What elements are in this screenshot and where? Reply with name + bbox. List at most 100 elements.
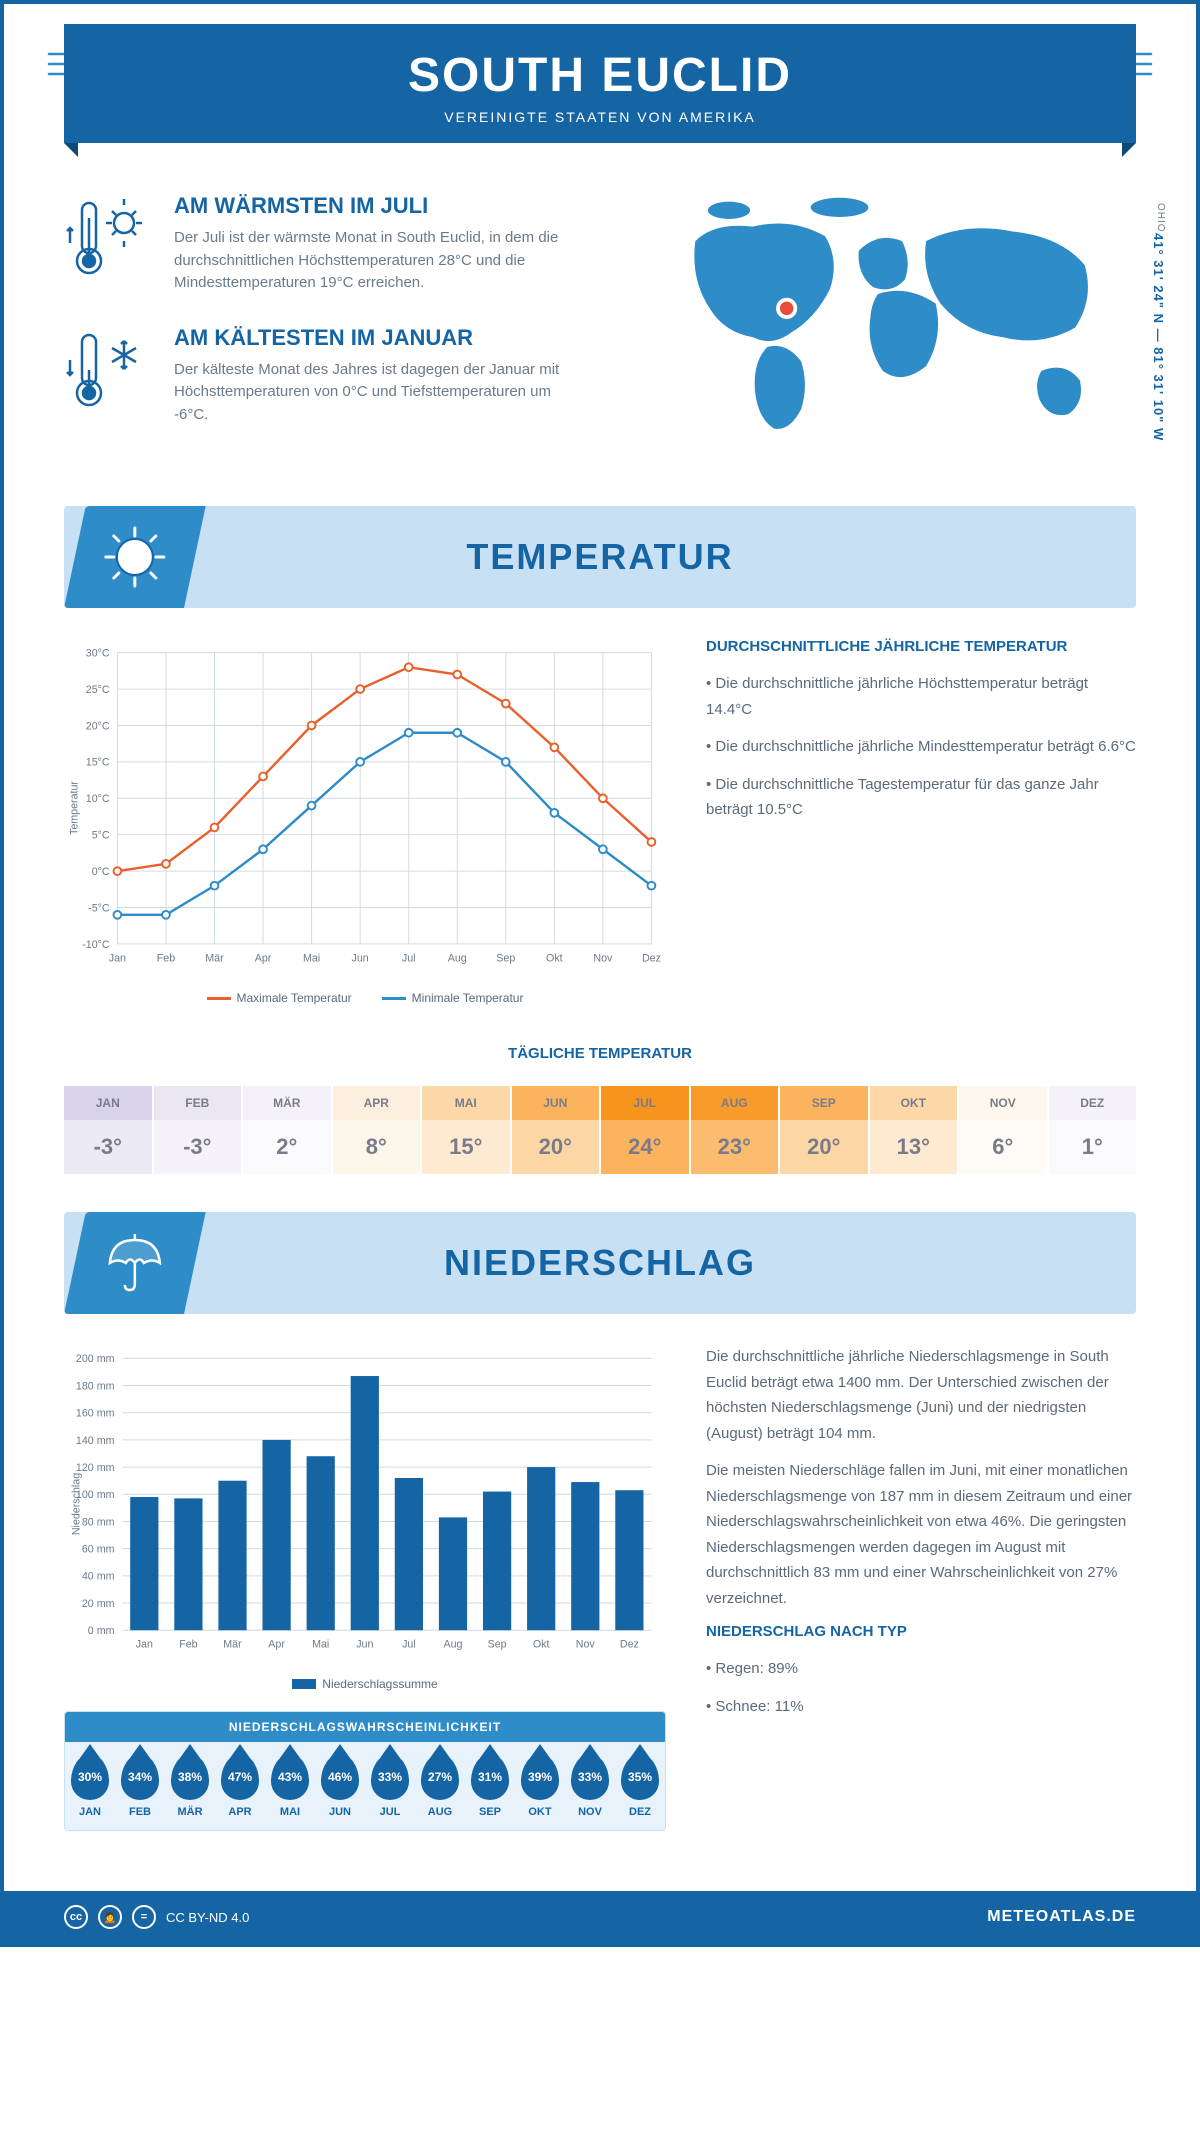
precip-cell: 39%OKT [515, 1742, 565, 1830]
svg-text:Jan: Jan [136, 1639, 153, 1651]
nd-icon: = [132, 1905, 156, 1929]
temp-text-title: DURCHSCHNITTLICHE JÄHRLICHE TEMPERATUR [706, 638, 1136, 655]
precip-cell: 33%NOV [565, 1742, 615, 1830]
svg-text:10°C: 10°C [86, 793, 110, 805]
svg-text:-5°C: -5°C [88, 902, 110, 914]
precip-cell: 47%APR [215, 1742, 265, 1830]
precipitation-text: Die durchschnittliche jährliche Niedersc… [706, 1344, 1136, 1831]
svg-text:Aug: Aug [448, 952, 467, 964]
page-container: SOUTH EUCLID VEREINIGTE STAATEN VON AMER… [0, 0, 1200, 1947]
svg-text:60 mm: 60 mm [82, 1544, 115, 1556]
temp-cell: APR8° [333, 1078, 421, 1182]
precip-snow: Schnee: 11% [706, 1694, 1136, 1720]
footer-site: METEOATLAS.DE [987, 1908, 1136, 1926]
svg-text:20°C: 20°C [86, 720, 110, 732]
svg-text:-10°C: -10°C [82, 939, 110, 951]
fact-cold: AM KÄLTESTEN IM JANUAR Der kälteste Mona… [64, 325, 580, 427]
precip-cell: 27%AUG [415, 1742, 465, 1830]
umbrella-icon [64, 1212, 206, 1314]
fact-warm-text: AM WÄRMSTEN IM JULI Der Juli ist der wär… [174, 193, 580, 295]
license-text: CC BY-ND 4.0 [166, 1910, 249, 1925]
svg-text:140 mm: 140 mm [76, 1435, 115, 1447]
thermometer-snow-icon [64, 325, 154, 415]
svg-text:Apr: Apr [268, 1639, 285, 1651]
precip-prob-title: NIEDERSCHLAGSWAHRSCHEINLICHKEIT [65, 1712, 665, 1742]
footer-license: cc 🙍 = CC BY-ND 4.0 [64, 1905, 249, 1929]
temperature-text: DURCHSCHNITTLICHE JÄHRLICHE TEMPERATUR D… [706, 638, 1136, 1005]
temp-cell: FEB-3° [154, 1078, 242, 1182]
svg-text:Mär: Mär [205, 952, 224, 964]
svg-text:Nov: Nov [593, 952, 613, 964]
svg-text:160 mm: 160 mm [76, 1408, 115, 1420]
svg-text:Jun: Jun [352, 952, 369, 964]
fact-warm-body: Der Juli ist der wärmste Monat in South … [174, 227, 580, 295]
temp-cell: DEZ1° [1049, 1078, 1137, 1182]
temp-bullets: Die durchschnittliche jährliche Höchstte… [706, 671, 1136, 823]
precip-cell: 30%JAN [65, 1742, 115, 1830]
intro-facts: AM WÄRMSTEN IM JULI Der Juli ist der wär… [64, 193, 580, 456]
temperature-chart: -10°C-5°C0°C5°C10°C15°C20°C25°C30°CJanFe… [64, 638, 666, 1005]
svg-text:40 mm: 40 mm [82, 1571, 115, 1583]
svg-text:Temperatur: Temperatur [69, 781, 81, 835]
daily-temp-cells: JAN-3°FEB-3°MÄR2°APR8°MAI15°JUN20°JUL24°… [64, 1078, 1136, 1182]
svg-text:20 mm: 20 mm [82, 1598, 115, 1610]
temp-cell: AUG23° [691, 1078, 779, 1182]
temp-cell: SEP20° [780, 1078, 868, 1182]
svg-text:Mai: Mai [312, 1639, 329, 1651]
world-map [620, 193, 1136, 443]
svg-text:Mär: Mär [223, 1639, 242, 1651]
precipitation-chart: 0 mm20 mm40 mm60 mm80 mm100 mm120 mm140 … [64, 1344, 666, 1831]
legend-min: Minimale Temperatur [382, 991, 524, 1005]
coordinates: 41° 31' 24" N — 81° 31' 10" W [1151, 233, 1166, 441]
temp-cell: MÄR2° [243, 1078, 331, 1182]
svg-text:180 mm: 180 mm [76, 1380, 115, 1392]
daily-temp-table: TÄGLICHE TEMPERATUR JAN-3°FEB-3°MÄR2°APR… [64, 1045, 1136, 1182]
header-banner: SOUTH EUCLID VEREINIGTE STAATEN VON AMER… [64, 24, 1136, 143]
svg-text:80 mm: 80 mm [82, 1516, 115, 1528]
city-name: SOUTH EUCLID [64, 48, 1136, 103]
by-icon: 🙍 [98, 1905, 122, 1929]
precip-cell: 35%DEZ [615, 1742, 665, 1830]
svg-text:Niederschlag: Niederschlag [71, 1473, 83, 1535]
temperature-header: TEMPERATUR [64, 506, 1136, 608]
fact-cold-text: AM KÄLTESTEN IM JANUAR Der kälteste Mona… [174, 325, 580, 427]
svg-text:Jul: Jul [402, 952, 416, 964]
precip-cell: 43%MAI [265, 1742, 315, 1830]
svg-text:Okt: Okt [546, 952, 563, 964]
svg-text:25°C: 25°C [86, 684, 110, 696]
svg-text:Dez: Dez [642, 952, 661, 964]
svg-text:Sep: Sep [488, 1639, 507, 1651]
temperature-title: TEMPERATUR [64, 536, 1136, 578]
temperature-content: -10°C-5°C0°C5°C10°C15°C20°C25°C30°CJanFe… [4, 608, 1196, 1035]
precip-cell: 38%MÄR [165, 1742, 215, 1830]
precip-type-list: Regen: 89% Schnee: 11% [706, 1656, 1136, 1719]
thermometer-sun-icon [64, 193, 154, 283]
daily-temp-title: TÄGLICHE TEMPERATUR [64, 1045, 1136, 1062]
precip-prob-row: 30%JAN34%FEB38%MÄR47%APR43%MAI46%JUN33%J… [65, 1742, 665, 1830]
legend-max: Maximale Temperatur [207, 991, 352, 1005]
svg-text:Feb: Feb [157, 952, 175, 964]
precipitation-legend: Niederschlagssumme [64, 1677, 666, 1691]
temperature-legend: Maximale Temperatur Minimale Temperatur [64, 991, 666, 1005]
state-label: OHIO [1155, 203, 1166, 233]
sun-icon [64, 506, 206, 608]
svg-text:Sep: Sep [496, 952, 515, 964]
fact-warm: AM WÄRMSTEN IM JULI Der Juli ist der wär… [64, 193, 580, 295]
svg-text:Mai: Mai [303, 952, 320, 964]
location-marker [778, 300, 795, 317]
svg-text:Okt: Okt [533, 1639, 550, 1651]
svg-text:Feb: Feb [179, 1639, 197, 1651]
precipitation-header: NIEDERSCHLAG [64, 1212, 1136, 1314]
precip-cell: 46%JUN [315, 1742, 365, 1830]
svg-text:Aug: Aug [443, 1639, 462, 1651]
intro-section: AM WÄRMSTEN IM JULI Der Juli ist der wär… [4, 143, 1196, 486]
svg-text:30°C: 30°C [86, 648, 110, 660]
svg-text:0 mm: 0 mm [88, 1625, 115, 1637]
temp-cell: OKT13° [870, 1078, 958, 1182]
precipitation-title: NIEDERSCHLAG [64, 1242, 1136, 1284]
temp-cell: JUL24° [601, 1078, 689, 1182]
precip-type-title: NIEDERSCHLAG NACH TYP [706, 1623, 1136, 1640]
precip-p1: Die durchschnittliche jährliche Niedersc… [706, 1344, 1136, 1446]
temp-cell: MAI15° [422, 1078, 510, 1182]
fact-cold-body: Der kälteste Monat des Jahres ist dagege… [174, 359, 580, 427]
